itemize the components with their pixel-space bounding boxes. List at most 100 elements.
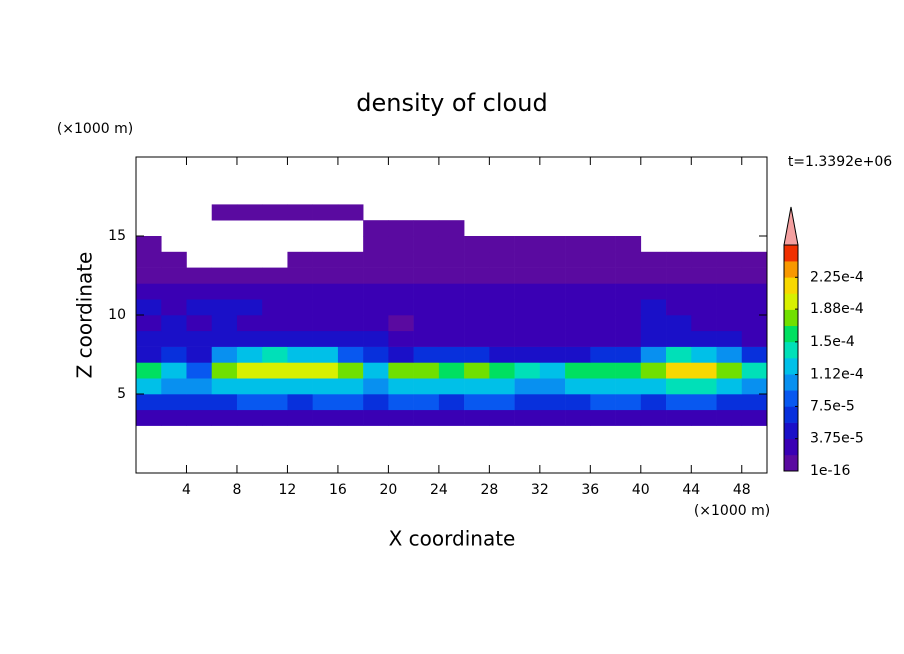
cell: [615, 315, 642, 332]
cell: [539, 236, 566, 253]
cell: [363, 409, 389, 426]
colorbar-band: [784, 245, 798, 262]
cell: [211, 267, 238, 284]
cell: [337, 378, 364, 395]
y-tick-label: 15: [108, 228, 126, 244]
cell: [211, 283, 238, 300]
cell: [565, 236, 591, 253]
cell: [615, 378, 642, 395]
cell: [565, 267, 591, 284]
cell: [640, 394, 667, 411]
cell: [539, 378, 566, 395]
cell: [464, 378, 490, 395]
cell: [312, 251, 339, 268]
cell: [438, 236, 465, 253]
cell: [262, 283, 288, 300]
cell: [413, 409, 440, 426]
cell: [741, 394, 768, 411]
cell: [438, 283, 465, 300]
cell: [666, 251, 692, 268]
cell: [438, 346, 465, 363]
cell: [287, 362, 313, 379]
cell: [489, 346, 515, 363]
cell: [136, 236, 162, 253]
cell: [312, 346, 339, 363]
cell: [565, 299, 591, 316]
cell: [312, 299, 339, 316]
cell: [590, 362, 616, 379]
cell: [716, 346, 743, 363]
cell: [413, 330, 440, 347]
cell: [438, 394, 465, 411]
cell: [615, 283, 642, 300]
cell: [211, 299, 238, 316]
cell: [489, 409, 515, 426]
cell: [741, 283, 768, 300]
cell: [312, 378, 339, 395]
colorbar-tick-label: 1.5e-4: [810, 334, 855, 350]
colorbar-band: [784, 325, 798, 343]
cell: [136, 378, 162, 395]
cell: [438, 409, 465, 426]
cell: [136, 251, 162, 268]
cell: [337, 362, 364, 379]
cell: [337, 346, 364, 363]
colorbar-band: [784, 422, 798, 440]
cell: [489, 330, 515, 347]
cell: [514, 236, 541, 253]
cell: [464, 346, 490, 363]
cell: [413, 394, 440, 411]
cell: [186, 283, 213, 300]
cell: [186, 362, 213, 379]
colorbar-tick-label: 1.12e-4: [810, 367, 864, 383]
x-tick-label: 44: [682, 482, 700, 498]
cell: [615, 394, 642, 411]
cell: [186, 378, 213, 395]
cell: [741, 362, 768, 379]
colorbar-band: [784, 358, 798, 375]
cell: [640, 267, 667, 284]
cell: [716, 299, 743, 316]
cell: [640, 315, 667, 332]
cell: [565, 283, 591, 300]
cell: [161, 362, 187, 379]
cell: [262, 315, 288, 332]
cell: [136, 409, 162, 426]
cell: [716, 251, 743, 268]
cell: [438, 220, 465, 237]
cell: [514, 315, 541, 332]
cell: [438, 299, 465, 316]
cell: [514, 409, 541, 426]
cell: [565, 251, 591, 268]
cell: [691, 346, 717, 363]
cell: [161, 315, 187, 332]
cell: [262, 409, 288, 426]
x-tick-label: 4: [182, 482, 191, 498]
cell: [539, 346, 566, 363]
cell: [211, 315, 238, 332]
cell: [287, 346, 313, 363]
cell: [136, 330, 162, 347]
cell: [287, 251, 313, 268]
cell: [363, 267, 389, 284]
cell: [489, 394, 515, 411]
colorbar-band: [784, 374, 798, 391]
cell: [413, 251, 440, 268]
cell: [489, 299, 515, 316]
x-tick-label: 12: [279, 482, 297, 498]
cell: [514, 267, 541, 284]
cell: [161, 330, 187, 347]
cell: [590, 299, 616, 316]
cell: [136, 315, 162, 332]
cell: [262, 362, 288, 379]
cell: [615, 251, 642, 268]
cell: [640, 346, 667, 363]
cell: [716, 378, 743, 395]
x-unit: (×1000 m): [694, 503, 770, 519]
cell: [287, 299, 313, 316]
cell: [741, 330, 768, 347]
cell: [666, 394, 692, 411]
cell: [161, 394, 187, 411]
cell: [287, 394, 313, 411]
